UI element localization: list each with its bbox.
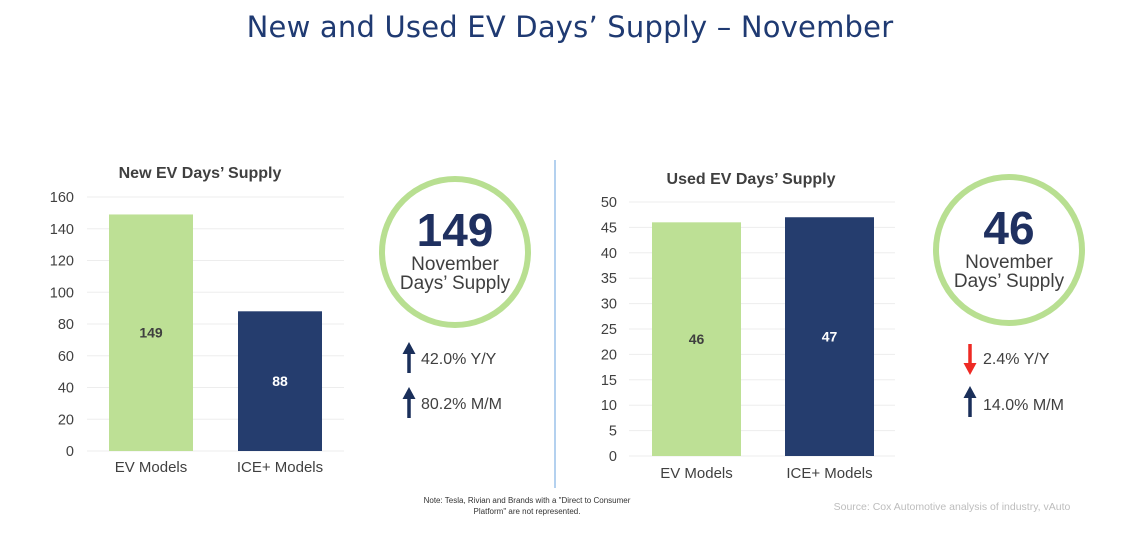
new-x-tick-label: EV Models <box>115 459 188 476</box>
arrow-down-shape <box>963 344 977 375</box>
used-y-tick-label: 0 <box>609 449 617 465</box>
new-kpi-change-mm-text: 80.2% M/M <box>421 396 502 413</box>
arrow-up-shape <box>963 386 977 417</box>
used-y-tick-label: 15 <box>601 373 617 389</box>
used-y-tick-label: 35 <box>601 271 617 287</box>
new-kpi: 149 November Days’ Supply 42.0% Y/Y 80.2… <box>379 176 531 418</box>
used-kpi-value: 46 <box>983 202 1034 254</box>
used-chart-x-axis: EV Models ICE+ Models <box>660 465 872 482</box>
used-x-tick-label: ICE+ Models <box>786 465 872 482</box>
new-y-tick-label: 60 <box>58 349 74 365</box>
new-kpi-label-month: November <box>411 254 499 275</box>
used-y-tick-label: 10 <box>601 398 617 414</box>
used-chart-data-labels: 46 47 <box>689 329 838 348</box>
new-bar-ev-models <box>109 214 193 451</box>
arrow-up-shape <box>402 387 416 418</box>
new-kpi-ring <box>379 176 531 328</box>
new-y-tick-label: 100 <box>50 285 74 301</box>
used-y-tick-label: 45 <box>601 220 617 236</box>
arrow-down-icon <box>963 344 977 375</box>
used-x-tick-label: EV Models <box>660 465 733 482</box>
new-kpi-change-yy: 42.0% Y/Y <box>402 342 497 373</box>
used-data-label: 47 <box>822 329 838 345</box>
used-y-tick-label: 25 <box>601 322 617 338</box>
used-y-tick-label: 30 <box>601 297 617 313</box>
used-kpi: 46 November Days’ Supply 2.4% Y/Y 14.0% … <box>933 174 1085 417</box>
arrow-up-icon <box>402 342 416 373</box>
used-y-tick-label: 5 <box>609 424 617 440</box>
new-y-tick-label: 0 <box>66 444 74 460</box>
new-y-tick-label: 80 <box>58 317 74 333</box>
new-chart-data-labels: 149 88 <box>139 325 288 389</box>
new-y-tick-label: 120 <box>50 254 74 270</box>
page-title: New and Used EV Days’ Supply – November <box>246 10 894 44</box>
new-bar-ice-models <box>238 311 322 451</box>
new-y-tick-label: 20 <box>58 412 74 428</box>
used-chart-title: Used EV Days’ Supply <box>667 171 836 188</box>
new-data-label: 88 <box>272 373 288 389</box>
used-y-tick-label: 40 <box>601 246 617 262</box>
new-chart-y-axis: 0 20 40 60 80 100 120 140 160 <box>50 190 74 460</box>
new-kpi-change-mm: 80.2% M/M <box>402 387 502 418</box>
arrow-up-shape <box>402 342 416 373</box>
arrow-up-icon <box>963 386 977 417</box>
used-chart-y-axis: 0 5 10 15 20 25 30 35 40 45 50 <box>601 195 617 465</box>
new-chart-title: New EV Days’ Supply <box>119 165 282 182</box>
used-bar-ev-models <box>652 222 741 456</box>
used-chart-bars <box>652 217 874 456</box>
used-kpi-change-mm-text: 14.0% M/M <box>983 397 1064 414</box>
used-kpi-label-month: November <box>965 252 1053 273</box>
used-kpi-label-metric: Days’ Supply <box>954 271 1065 292</box>
used-data-label: 46 <box>689 331 705 347</box>
new-chart-bars <box>109 214 322 451</box>
new-kpi-change-yy-text: 42.0% Y/Y <box>421 351 497 368</box>
used-y-tick-label: 20 <box>601 347 617 363</box>
new-kpi-label-metric: Days’ Supply <box>400 273 511 294</box>
source-note: Source: Cox Automotive analysis of indus… <box>834 501 1071 513</box>
new-y-tick-label: 160 <box>50 190 74 206</box>
used-kpi-ring <box>933 174 1085 326</box>
used-kpi-change-yy-text: 2.4% Y/Y <box>983 351 1050 368</box>
used-kpi-change-yy: 2.4% Y/Y <box>963 344 1050 375</box>
footnote-line-1: Note: Tesla, Rivian and Brands with a "D… <box>424 496 631 505</box>
new-y-tick-label: 40 <box>58 381 74 397</box>
new-data-label: 149 <box>139 325 163 341</box>
used-bar-ice-models <box>785 217 874 456</box>
footnote-line-2: Platform" are not represented. <box>474 507 581 516</box>
used-ev-days-supply-chart: Used EV Days’ Supply 0 5 10 15 20 25 30 35 40 45 5… <box>601 171 895 482</box>
arrow-up-icon <box>402 387 416 418</box>
new-y-tick-label: 140 <box>50 222 74 238</box>
used-y-tick-label: 50 <box>601 195 617 211</box>
new-chart-x-axis: EV Models ICE+ Models <box>115 459 323 476</box>
new-kpi-value: 149 <box>417 204 494 256</box>
new-ev-days-supply-chart: New EV Days’ Supply 0 20 40 60 80 100 120 140 16… <box>50 165 344 476</box>
new-x-tick-label: ICE+ Models <box>237 459 323 476</box>
used-kpi-change-mm: 14.0% M/M <box>963 386 1064 417</box>
